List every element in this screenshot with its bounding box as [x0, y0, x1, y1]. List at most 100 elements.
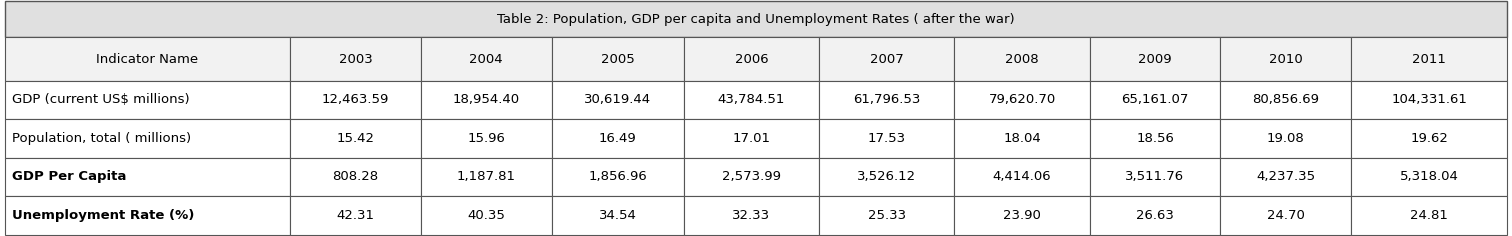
Text: 17.01: 17.01: [732, 132, 771, 145]
Text: 2004: 2004: [469, 52, 503, 66]
Bar: [1090, 37, 1220, 81]
Bar: [5, 1, 1507, 37]
Text: 32.33: 32.33: [732, 209, 771, 222]
Bar: [290, 119, 420, 158]
Text: 19.62: 19.62: [1411, 132, 1448, 145]
Bar: [1352, 119, 1507, 158]
Bar: [1090, 158, 1220, 196]
Text: 4,237.35: 4,237.35: [1256, 170, 1315, 184]
Text: 17.53: 17.53: [868, 132, 906, 145]
Text: 3,511.76: 3,511.76: [1125, 170, 1184, 184]
Bar: [683, 119, 820, 158]
Bar: [820, 119, 954, 158]
Text: 24.70: 24.70: [1267, 209, 1305, 222]
Bar: [5, 196, 290, 235]
Text: GDP (current US$ millions): GDP (current US$ millions): [12, 93, 189, 106]
Bar: [820, 196, 954, 235]
Bar: [820, 158, 954, 196]
Text: 16.49: 16.49: [599, 132, 637, 145]
Text: 2008: 2008: [1005, 52, 1039, 66]
Text: 2011: 2011: [1412, 52, 1447, 66]
Text: 23.90: 23.90: [1002, 209, 1040, 222]
Bar: [1220, 196, 1352, 235]
Text: 40.35: 40.35: [467, 209, 505, 222]
Bar: [1220, 119, 1352, 158]
Bar: [1090, 81, 1220, 119]
Text: 2,573.99: 2,573.99: [723, 170, 782, 184]
Bar: [552, 81, 683, 119]
Bar: [1220, 81, 1352, 119]
Text: 808.28: 808.28: [333, 170, 378, 184]
Bar: [1352, 196, 1507, 235]
Bar: [683, 196, 820, 235]
Text: 18,954.40: 18,954.40: [452, 93, 520, 106]
Text: GDP Per Capita: GDP Per Capita: [12, 170, 127, 184]
Text: 2005: 2005: [600, 52, 635, 66]
Text: 2009: 2009: [1139, 52, 1172, 66]
Text: 1,187.81: 1,187.81: [457, 170, 516, 184]
Bar: [290, 196, 420, 235]
Bar: [552, 119, 683, 158]
Text: 43,784.51: 43,784.51: [718, 93, 785, 106]
Bar: [954, 81, 1090, 119]
Text: 2010: 2010: [1269, 52, 1303, 66]
Bar: [5, 158, 290, 196]
Bar: [1352, 81, 1507, 119]
Text: Unemployment Rate (%): Unemployment Rate (%): [12, 209, 195, 222]
Bar: [552, 158, 683, 196]
Text: 1,856.96: 1,856.96: [588, 170, 647, 184]
Bar: [552, 37, 683, 81]
Bar: [420, 196, 552, 235]
Bar: [552, 196, 683, 235]
Text: 24.81: 24.81: [1411, 209, 1448, 222]
Text: 34.54: 34.54: [599, 209, 637, 222]
Text: 42.31: 42.31: [337, 209, 375, 222]
Bar: [954, 119, 1090, 158]
Text: 2007: 2007: [869, 52, 904, 66]
Bar: [820, 81, 954, 119]
Bar: [683, 81, 820, 119]
Bar: [954, 196, 1090, 235]
Text: 18.56: 18.56: [1136, 132, 1173, 145]
Bar: [820, 37, 954, 81]
Text: 104,331.61: 104,331.61: [1391, 93, 1467, 106]
Bar: [420, 81, 552, 119]
Text: 12,463.59: 12,463.59: [322, 93, 389, 106]
Bar: [1090, 119, 1220, 158]
Bar: [1220, 37, 1352, 81]
Text: 2006: 2006: [735, 52, 768, 66]
Bar: [683, 37, 820, 81]
Bar: [290, 37, 420, 81]
Bar: [954, 37, 1090, 81]
Bar: [1352, 158, 1507, 196]
Bar: [5, 119, 290, 158]
Text: 61,796.53: 61,796.53: [853, 93, 921, 106]
Text: 15.96: 15.96: [467, 132, 505, 145]
Text: 3,526.12: 3,526.12: [857, 170, 916, 184]
Text: 19.08: 19.08: [1267, 132, 1305, 145]
Bar: [5, 37, 290, 81]
Text: 80,856.69: 80,856.69: [1252, 93, 1320, 106]
Text: 25.33: 25.33: [868, 209, 906, 222]
Bar: [290, 81, 420, 119]
Bar: [5, 81, 290, 119]
Text: 65,161.07: 65,161.07: [1122, 93, 1188, 106]
Bar: [1090, 196, 1220, 235]
Bar: [683, 158, 820, 196]
Bar: [1352, 37, 1507, 81]
Bar: [1220, 158, 1352, 196]
Text: 2003: 2003: [339, 52, 372, 66]
Text: 30,619.44: 30,619.44: [584, 93, 652, 106]
Bar: [420, 158, 552, 196]
Text: 26.63: 26.63: [1136, 209, 1173, 222]
Bar: [420, 37, 552, 81]
Text: Indicator Name: Indicator Name: [97, 52, 198, 66]
Bar: [290, 158, 420, 196]
Text: 15.42: 15.42: [337, 132, 375, 145]
Text: 4,414.06: 4,414.06: [993, 170, 1051, 184]
Bar: [954, 158, 1090, 196]
Text: 5,318.04: 5,318.04: [1400, 170, 1459, 184]
Text: 18.04: 18.04: [1002, 132, 1040, 145]
Text: Table 2: Population, GDP per capita and Unemployment Rates ( after the war): Table 2: Population, GDP per capita and …: [497, 13, 1015, 26]
Bar: [420, 119, 552, 158]
